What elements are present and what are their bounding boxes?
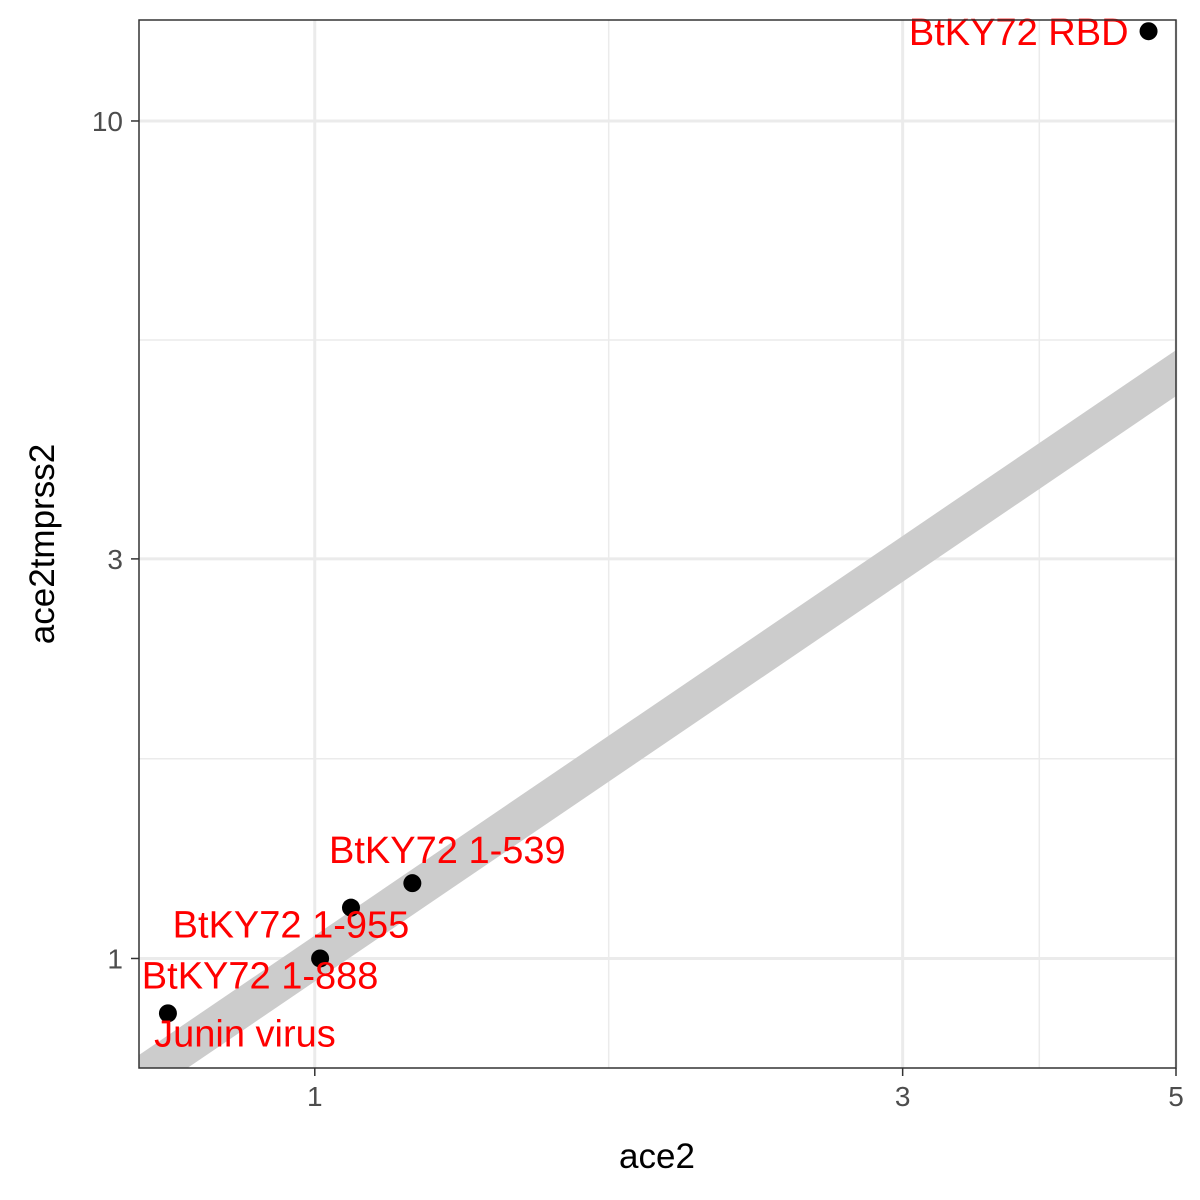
axes-layer: 1 3 5 1 3 10 — [92, 106, 1184, 1112]
reference-line-layer — [139, 350, 1176, 1068]
point-label: Junin virus — [154, 1013, 336, 1055]
x-tick-label: 5 — [1168, 1081, 1184, 1112]
x-tick-label: 3 — [895, 1081, 911, 1112]
point-labels-layer: BtKY72 RBD BtKY72 1-539 BtKY72 1-955 BtKY72… — [142, 12, 1129, 1055]
data-point — [1139, 22, 1158, 41]
data-point — [341, 898, 360, 917]
data-point — [158, 1004, 177, 1023]
y-tick-label: 10 — [92, 106, 123, 137]
point-label: BtKY72 1-888 — [142, 955, 379, 997]
point-label: BtKY72 RBD — [909, 12, 1129, 54]
point-label: BtKY72 1-539 — [329, 830, 566, 872]
panel-border — [138, 19, 1177, 1069]
point-label: BtKY72 1-955 — [173, 905, 410, 947]
y-axis-title: ace2tmprss2 — [23, 444, 62, 644]
y-tick-label: 1 — [107, 943, 123, 974]
points-layer — [158, 22, 1158, 1023]
reference-line — [139, 350, 1176, 1068]
data-point — [403, 874, 422, 893]
y-tick-label: 3 — [107, 544, 123, 575]
x-axis-title: ace2 — [619, 1137, 695, 1176]
x-tick-label: 1 — [307, 1081, 323, 1112]
data-point — [311, 949, 330, 968]
